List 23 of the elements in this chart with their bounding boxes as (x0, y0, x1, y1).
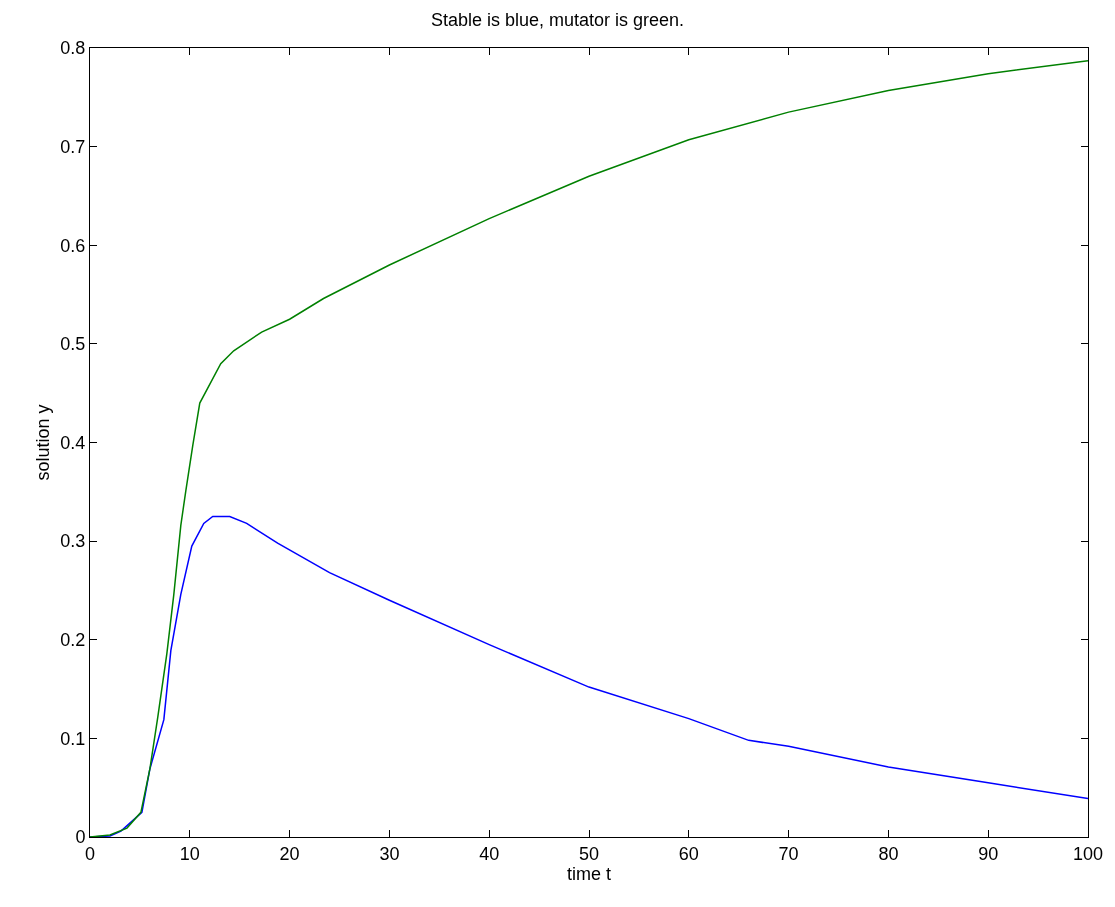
y-tick-label: 0.2 (60, 630, 86, 651)
x-tick-label: 30 (379, 843, 400, 864)
y-tick-label: 0.1 (60, 728, 86, 749)
y-tick-label: 0.6 (60, 235, 86, 256)
x-tick-label: 40 (479, 843, 500, 864)
x-tick-label: 20 (279, 843, 300, 864)
x-tick-label: 100 (1072, 843, 1104, 864)
x-tick-label: 90 (978, 843, 999, 864)
x-tick-label: 80 (878, 843, 899, 864)
x-tick-label: 50 (578, 843, 600, 864)
y-axis-title: solution y (32, 404, 53, 481)
y-tick-label: 0.7 (60, 136, 86, 157)
y-tick-label: 0.8 (60, 38, 86, 59)
x-tick-label: 10 (179, 843, 200, 864)
y-tick-label: 0.3 (60, 531, 86, 552)
y-tick-label: 0.4 (60, 432, 86, 453)
x-tick-label: 60 (678, 843, 699, 864)
x-axis-title: time t (566, 863, 612, 884)
x-tick-label: 70 (778, 843, 799, 864)
chart-title: Stable is blue, mutator is green. (430, 10, 685, 31)
y-tick-label: 0 (75, 827, 86, 848)
line-series (90, 60, 1088, 837)
y-tick-label: 0.5 (60, 334, 86, 355)
